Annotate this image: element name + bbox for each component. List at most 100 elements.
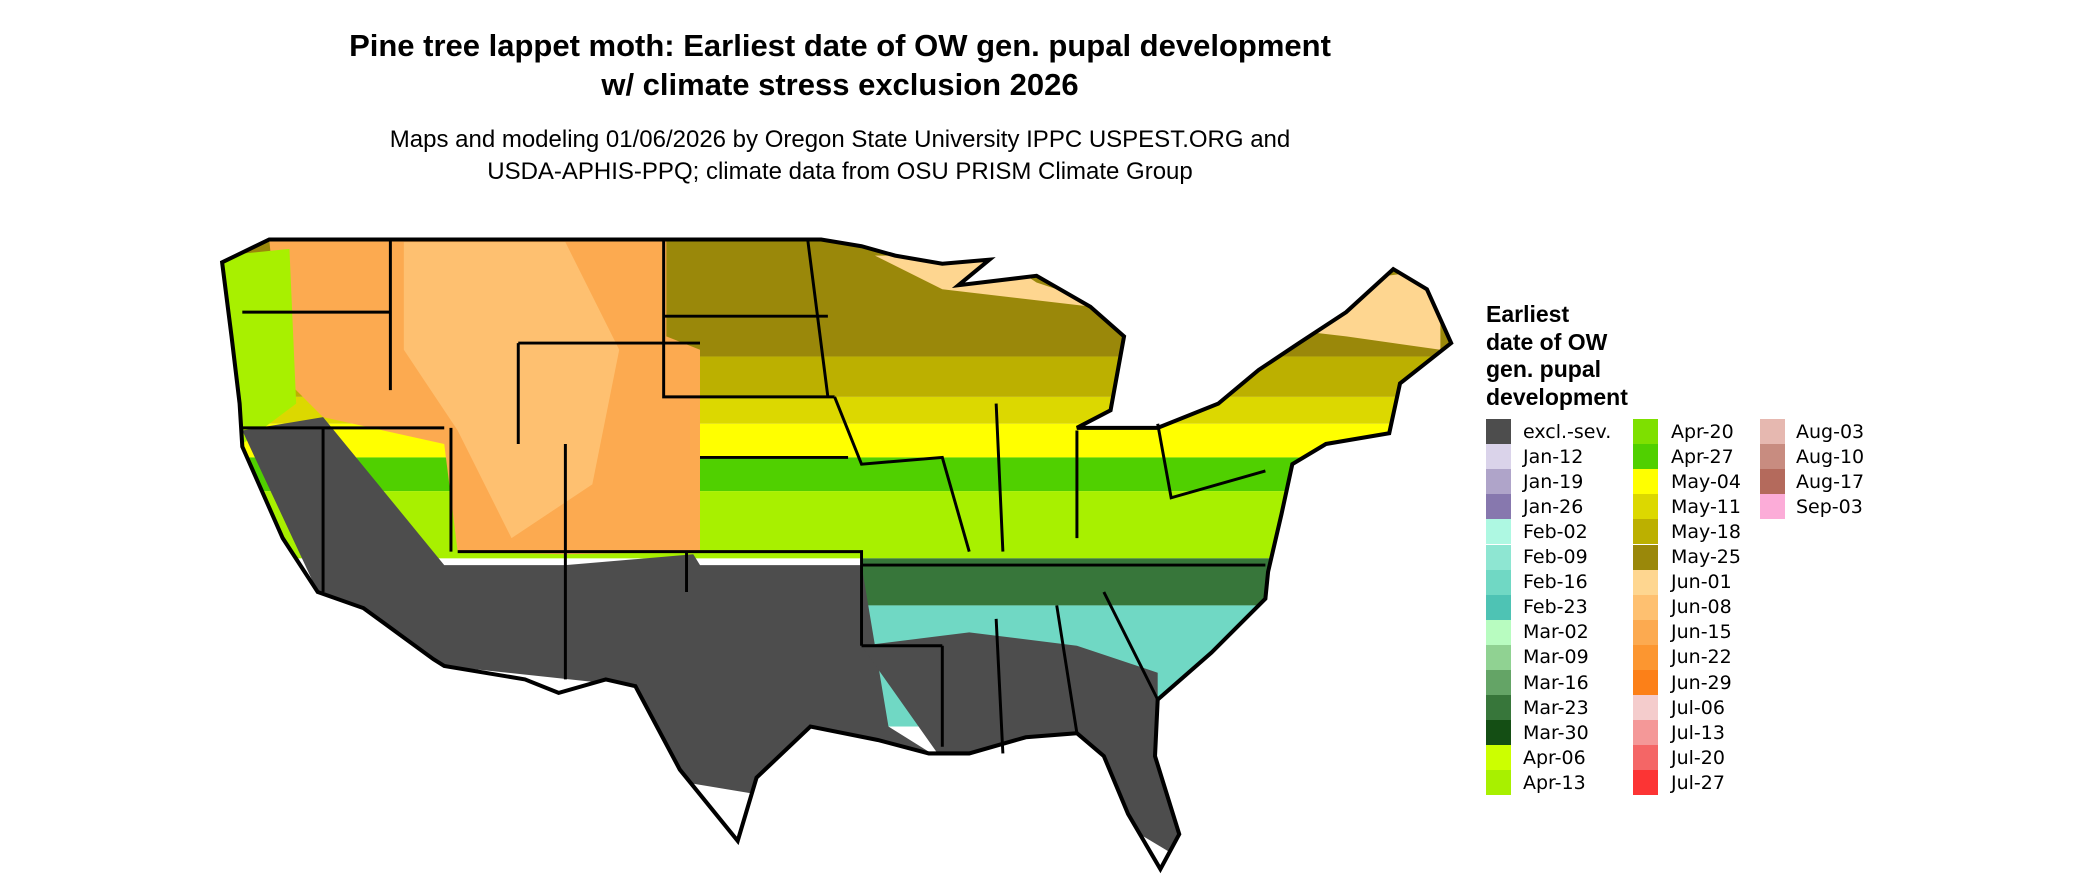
legend-swatch xyxy=(1633,419,1658,445)
zone-excluded xyxy=(242,417,943,794)
zone-apr-27 xyxy=(222,457,1452,492)
legend-item: Mar-23 xyxy=(1486,695,1589,721)
map-subtitle: Maps and modeling 01/06/2026 by Oregon S… xyxy=(0,124,1680,188)
legend-swatch xyxy=(1633,695,1658,721)
legend-item: May-18 xyxy=(1633,519,1741,545)
legend-item: Mar-09 xyxy=(1486,644,1589,670)
legend-item: Jun-01 xyxy=(1633,569,1732,595)
legend-label: Apr-06 xyxy=(1523,746,1586,769)
legend-swatch xyxy=(1633,469,1658,495)
legend-swatch xyxy=(1633,494,1658,520)
legend-swatch xyxy=(1486,569,1511,595)
legend-label: Feb-23 xyxy=(1523,596,1588,619)
legend-label: Jan-19 xyxy=(1523,470,1584,493)
legend-item: Mar-30 xyxy=(1486,720,1589,746)
legend-swatch xyxy=(1760,469,1785,495)
legend-swatch xyxy=(1633,519,1658,545)
legend-swatch xyxy=(1760,494,1785,520)
legend-item: May-11 xyxy=(1633,494,1741,520)
legend-label: Jun-08 xyxy=(1671,596,1732,619)
legend-item: May-04 xyxy=(1633,469,1741,495)
map-subtitle-line1: Maps and modeling 01/06/2026 by Oregon S… xyxy=(389,126,1291,153)
legend-label: Aug-10 xyxy=(1796,445,1865,468)
legend-item: May-25 xyxy=(1633,544,1741,570)
legend-swatch xyxy=(1486,544,1511,570)
legend-swatch xyxy=(1633,745,1658,771)
legend-label: Apr-13 xyxy=(1523,771,1586,794)
legend-swatch xyxy=(1486,770,1511,796)
legend-label: Feb-02 xyxy=(1523,520,1588,543)
legend-swatch xyxy=(1486,419,1511,445)
legend-swatch xyxy=(1633,770,1658,796)
legend-item: Apr-13 xyxy=(1486,770,1586,796)
legend-item: Jan-26 xyxy=(1486,494,1584,520)
legend-title: Earliest date of OW gen. pupal developme… xyxy=(1486,301,1628,410)
legend-label: Jul-20 xyxy=(1671,746,1725,769)
legend-swatch xyxy=(1486,619,1511,645)
legend-item: Mar-02 xyxy=(1486,619,1589,645)
legend-swatch xyxy=(1633,644,1658,670)
legend-label: Jun-15 xyxy=(1671,621,1732,644)
legend-item: Feb-02 xyxy=(1486,519,1588,545)
legend-label: Mar-02 xyxy=(1523,621,1589,644)
legend-swatch xyxy=(1486,644,1511,670)
legend-swatch xyxy=(1486,519,1511,545)
legend-label: Aug-17 xyxy=(1796,470,1865,493)
legend-item: Sep-03 xyxy=(1760,494,1863,520)
legend-item: Feb-23 xyxy=(1486,594,1588,620)
legend-swatch xyxy=(1486,745,1511,771)
legend-swatch xyxy=(1486,670,1511,696)
legend-label: Mar-23 xyxy=(1523,696,1589,719)
legend-item: Apr-27 xyxy=(1633,444,1734,470)
legend-label: Jan-26 xyxy=(1523,495,1584,518)
legend-label: Jul-06 xyxy=(1671,696,1725,719)
legend-item: Jan-19 xyxy=(1486,469,1584,495)
legend-label: May-11 xyxy=(1671,495,1741,518)
legend-swatch xyxy=(1486,469,1511,495)
map-title-line2: w/ climate stress exclusion 2026 xyxy=(601,67,1079,102)
legend-swatch xyxy=(1486,494,1511,520)
legend-label: Mar-09 xyxy=(1523,646,1589,669)
legend-label: May-18 xyxy=(1671,520,1741,543)
legend-swatch xyxy=(1486,594,1511,620)
legend-swatch xyxy=(1486,695,1511,721)
legend-label: excl.-sev. xyxy=(1523,420,1612,443)
legend-item: Jul-27 xyxy=(1633,770,1725,796)
legend-item: Feb-16 xyxy=(1486,569,1588,595)
map-subtitle-line2: USDA-APHIS-PPQ; climate data from OSU PR… xyxy=(487,158,1193,185)
map-title-line1: Pine tree lappet moth: Earliest date of … xyxy=(349,28,1331,63)
legend-label: Apr-27 xyxy=(1671,445,1734,468)
legend-label: Jun-29 xyxy=(1671,671,1732,694)
legend-item: Jul-20 xyxy=(1633,745,1725,771)
legend-item: Feb-09 xyxy=(1486,544,1588,570)
legend-item: Jun-15 xyxy=(1633,619,1732,645)
legend-item: Aug-10 xyxy=(1760,444,1865,470)
legend-swatch xyxy=(1633,670,1658,696)
legend-swatch xyxy=(1633,544,1658,570)
legend-item: Jul-06 xyxy=(1633,695,1725,721)
legend-label: Jul-27 xyxy=(1671,771,1725,794)
legend-label: Feb-09 xyxy=(1523,546,1588,569)
legend-item: Jun-08 xyxy=(1633,594,1732,620)
legend-item: Apr-20 xyxy=(1633,419,1734,445)
legend-swatch xyxy=(1633,594,1658,620)
legend-item: Jan-12 xyxy=(1486,444,1584,470)
legend-swatch xyxy=(1486,720,1511,746)
legend-swatch xyxy=(1633,569,1658,595)
legend-label: Mar-16 xyxy=(1523,671,1589,694)
legend-label: Sep-03 xyxy=(1796,495,1863,518)
legend-item: Aug-17 xyxy=(1760,469,1865,495)
legend-swatch xyxy=(1633,720,1658,746)
legend-label: Aug-03 xyxy=(1796,420,1865,443)
legend-label: Jul-13 xyxy=(1671,721,1725,744)
legend-swatch xyxy=(1760,419,1785,445)
legend-item: Jul-13 xyxy=(1633,720,1725,746)
legend-swatch xyxy=(1633,619,1658,645)
legend-label: May-25 xyxy=(1671,546,1741,569)
legend-label: Jun-22 xyxy=(1671,646,1732,669)
state-borders xyxy=(222,239,1451,869)
legend-label: May-04 xyxy=(1671,470,1741,493)
legend-item: Jun-22 xyxy=(1633,644,1732,670)
legend-label: Jan-12 xyxy=(1523,445,1584,468)
